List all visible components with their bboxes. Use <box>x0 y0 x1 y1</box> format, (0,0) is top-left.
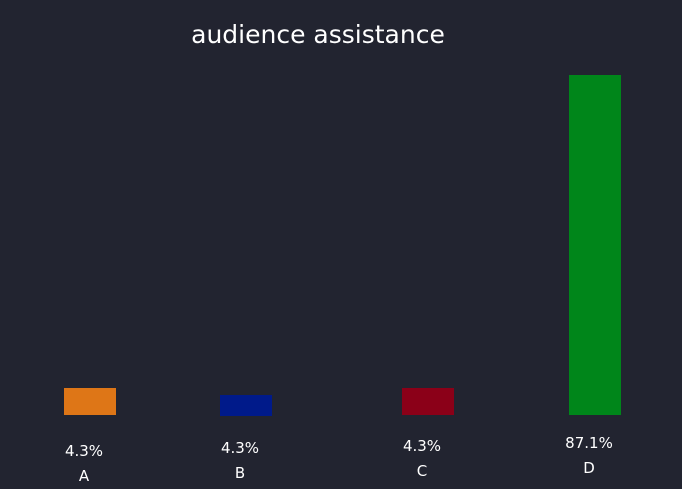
bar-d <box>569 75 621 415</box>
chart-title: audience assistance <box>191 20 445 49</box>
value-label-b: 4.3% <box>221 439 259 457</box>
category-label-b: B <box>235 464 245 482</box>
value-label-a: 4.3% <box>65 442 103 460</box>
value-label-c: 4.3% <box>403 437 441 455</box>
category-label-d: D <box>583 459 595 477</box>
bar-c <box>402 388 454 415</box>
value-label-d: 87.1% <box>565 434 613 452</box>
category-label-c: C <box>417 462 427 480</box>
bar-a <box>64 388 116 415</box>
category-label-a: A <box>79 467 90 485</box>
bar-b <box>220 395 272 416</box>
